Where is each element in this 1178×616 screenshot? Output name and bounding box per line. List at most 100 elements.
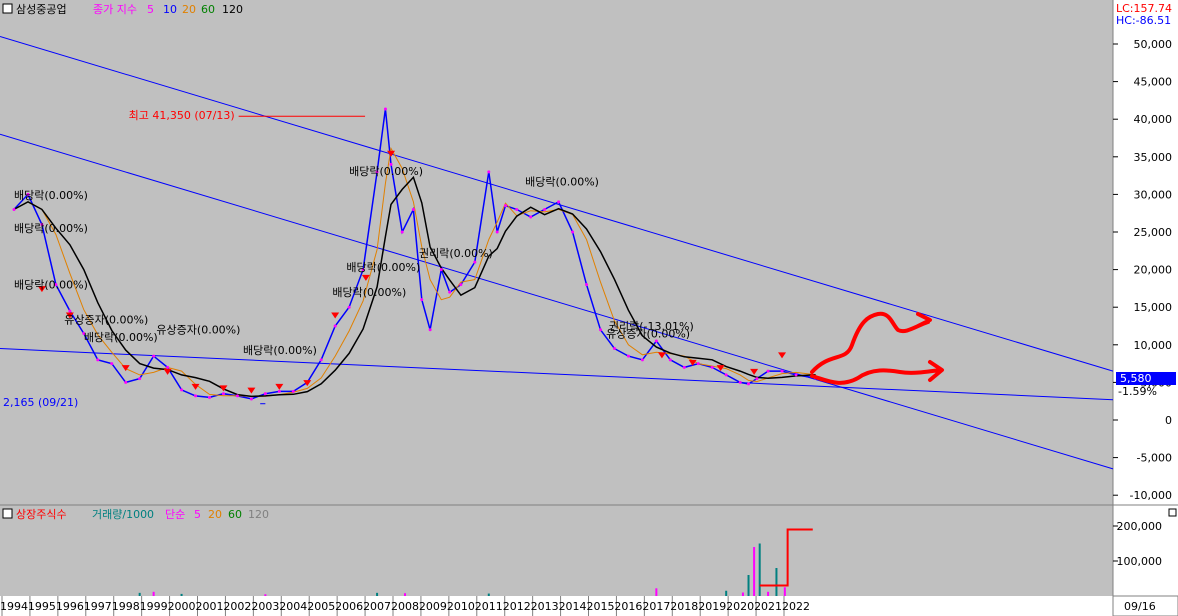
price-point [375, 170, 379, 174]
price-point [543, 207, 547, 211]
price-point [696, 362, 700, 366]
x-tick-label: 2020 [726, 600, 754, 613]
price-point [766, 369, 770, 373]
price-indicator-0: 종가 지수 [93, 3, 137, 16]
event-marker [387, 150, 396, 157]
last-change: -1.59% [1118, 385, 1157, 398]
price-point [221, 392, 225, 396]
y-tick-label: 15,000 [1134, 301, 1173, 314]
collapse-box-icon[interactable] [2, 3, 13, 14]
volume-legend: 상장주식수 거래량/1000 단순 5 20 60 120 [2, 508, 269, 521]
price-indicator-4: 60 [201, 3, 215, 16]
price-point [599, 328, 602, 332]
event-marker [657, 352, 666, 359]
x-tick-label: 2018 [670, 600, 698, 613]
event-marker [65, 312, 74, 319]
volume-indicator-3: 5 [194, 508, 201, 521]
volume-bar [180, 593, 183, 596]
x-tick-label: 1995 [28, 600, 56, 613]
x-tick-label: 2005 [307, 600, 335, 613]
x-tick-label: 2019 [698, 600, 726, 613]
x-tick-label: 2015 [587, 600, 615, 613]
x-tick-label: 2003 [251, 600, 279, 613]
price-point [110, 362, 114, 366]
event-marker [688, 359, 697, 366]
event-marker [163, 368, 172, 375]
x-tick-label: 2021 [754, 600, 782, 613]
x-tick-label: 1999 [140, 600, 168, 613]
price-point [389, 162, 393, 166]
volume-bar [655, 588, 658, 596]
y-tick-label: 30,000 [1134, 188, 1173, 201]
panel-close-icon[interactable] [1168, 508, 1177, 517]
bottom-axis-background [0, 596, 1113, 616]
price-point [710, 365, 714, 369]
x-tick-label: 2011 [475, 600, 503, 613]
x-tick-label: 2022 [782, 600, 810, 613]
volume-bar [741, 592, 744, 596]
price-point [504, 204, 508, 208]
volume-bar [404, 593, 406, 596]
trend-line [0, 348, 1114, 401]
event-marker [716, 365, 725, 372]
price-point [612, 347, 616, 351]
price-point [235, 394, 239, 398]
x-tick-label: 2010 [447, 600, 475, 613]
volume-bar [487, 593, 490, 596]
price-point [54, 283, 58, 287]
x-tick-label: 2013 [531, 600, 559, 613]
price-point [420, 298, 424, 302]
volume-bar [138, 592, 141, 596]
price-point [487, 170, 491, 174]
price-point [515, 207, 519, 211]
volume-bar [264, 594, 267, 596]
stock-name: 삼성중공업 [16, 3, 67, 16]
x-tick-label: 2017 [642, 600, 670, 613]
event-marker [331, 312, 340, 319]
price-point [40, 222, 44, 226]
x-tick-label: 1996 [56, 600, 84, 613]
price-point [495, 230, 499, 234]
volume-y-tick-label: 100,000 [1117, 555, 1163, 568]
ma-line [13, 175, 816, 398]
volume-bar [376, 592, 379, 596]
price-point [794, 373, 798, 377]
x-tick-label: 1998 [112, 600, 140, 613]
price-point [755, 377, 759, 381]
x-tick-label: 1997 [84, 600, 112, 613]
y-tick-label: 10,000 [1134, 339, 1173, 352]
price-point [152, 354, 156, 358]
y-tick-label: 20,000 [1134, 264, 1173, 277]
event-marker [275, 383, 284, 390]
price-point [26, 192, 30, 196]
volume-indicator-6: 120 [248, 508, 269, 521]
event-marker [37, 286, 46, 293]
x-tick-label: 2014 [559, 600, 587, 613]
y-tick-label: 25,000 [1134, 226, 1173, 239]
event-marker [750, 368, 759, 375]
price-point [249, 397, 253, 401]
annotation-label: 유상증자(0.00%) [156, 324, 240, 337]
annotation-label: 배당락(0.00%) [349, 165, 423, 178]
price-point [571, 230, 575, 234]
price-point [361, 268, 365, 272]
price-point [780, 369, 784, 373]
price-point [448, 290, 452, 294]
volume-bar [152, 591, 155, 596]
collapse-box-icon[interactable] [2, 508, 13, 519]
annotation-label: 배당락(0.00%) [243, 344, 317, 357]
price-point [194, 394, 198, 398]
event-marker [361, 274, 370, 281]
y-tick-label: -5,000 [1137, 452, 1172, 465]
price-legend: 삼성중공업 종가 지수 5 10 20 60 120 [2, 3, 243, 16]
event-marker [303, 380, 312, 387]
event-marker [778, 352, 787, 359]
price-point [428, 328, 432, 332]
price-point [166, 365, 170, 369]
volume-indicator-5: 60 [228, 508, 242, 521]
trend-line [0, 133, 1114, 470]
x-tick-label: 2016 [614, 600, 642, 613]
price-point [180, 388, 184, 392]
price-point [654, 339, 658, 343]
